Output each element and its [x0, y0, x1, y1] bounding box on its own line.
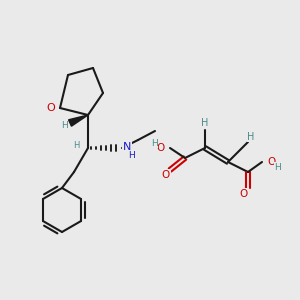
Text: O: O — [267, 157, 275, 167]
Text: N: N — [123, 142, 131, 152]
Text: H: H — [61, 121, 68, 130]
Polygon shape — [69, 115, 88, 126]
Text: H: H — [247, 132, 255, 142]
Text: H: H — [274, 163, 281, 172]
Text: H: H — [128, 152, 135, 160]
Text: O: O — [157, 143, 165, 153]
Text: O: O — [240, 189, 248, 199]
Text: O: O — [46, 103, 55, 113]
Text: H: H — [201, 118, 209, 128]
Text: O: O — [162, 170, 170, 180]
Text: H: H — [151, 139, 158, 148]
Text: H: H — [73, 140, 79, 149]
